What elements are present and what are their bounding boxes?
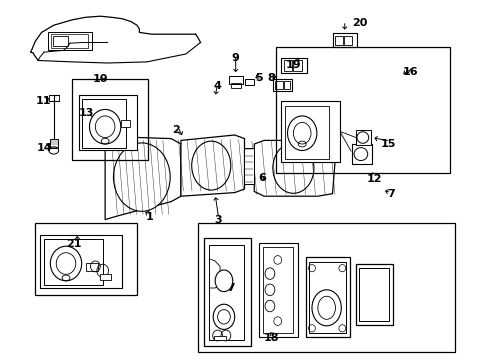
Polygon shape — [105, 137, 181, 220]
Text: 12: 12 — [366, 174, 381, 184]
Polygon shape — [181, 135, 244, 196]
Ellipse shape — [95, 116, 115, 138]
Bar — [284, 106, 328, 159]
Ellipse shape — [272, 143, 313, 193]
Bar — [214, 336, 226, 340]
Text: 7: 7 — [386, 189, 394, 199]
Ellipse shape — [56, 253, 76, 274]
Ellipse shape — [293, 122, 310, 144]
Text: 1: 1 — [145, 212, 153, 222]
Bar — [209, 245, 243, 340]
Bar — [72, 79, 147, 160]
Text: 19: 19 — [285, 60, 301, 70]
Bar — [308, 262, 346, 333]
Text: 14: 14 — [37, 143, 53, 153]
Bar — [355, 264, 392, 325]
Bar — [204, 238, 250, 346]
Text: 21: 21 — [66, 239, 82, 249]
Ellipse shape — [287, 116, 316, 150]
Text: 6: 6 — [258, 173, 266, 183]
Bar — [359, 268, 388, 321]
Ellipse shape — [50, 246, 81, 281]
Bar — [85, 263, 98, 271]
Bar — [283, 81, 290, 89]
Bar — [274, 81, 282, 89]
Bar — [259, 243, 298, 337]
Ellipse shape — [191, 141, 230, 190]
Text: 10: 10 — [92, 74, 108, 84]
Bar — [276, 47, 449, 173]
Text: 20: 20 — [351, 18, 366, 28]
Ellipse shape — [356, 132, 368, 143]
Text: 4: 4 — [213, 81, 221, 91]
Bar — [198, 223, 454, 352]
Bar — [305, 257, 349, 337]
Bar — [281, 58, 306, 73]
Bar — [334, 36, 342, 45]
Bar — [100, 274, 111, 280]
Bar — [230, 83, 240, 88]
Ellipse shape — [311, 290, 341, 326]
Bar — [53, 36, 68, 46]
Bar — [82, 99, 126, 148]
Bar — [283, 60, 292, 71]
Text: 13: 13 — [79, 108, 94, 118]
Text: 18: 18 — [263, 333, 279, 343]
Bar — [50, 139, 58, 148]
Ellipse shape — [215, 270, 232, 292]
Bar — [351, 144, 371, 164]
Ellipse shape — [353, 148, 367, 161]
Bar — [344, 36, 351, 45]
Text: 15: 15 — [380, 139, 396, 149]
Bar — [263, 247, 293, 333]
Bar — [44, 239, 102, 285]
Text: 11: 11 — [35, 96, 51, 106]
Bar — [281, 101, 339, 162]
Bar — [51, 34, 88, 48]
Text: 16: 16 — [402, 67, 418, 77]
Ellipse shape — [113, 143, 170, 211]
Bar — [332, 33, 356, 47]
Bar — [121, 120, 130, 127]
Bar — [244, 148, 254, 184]
Text: 5: 5 — [255, 73, 263, 84]
Polygon shape — [254, 140, 336, 196]
Bar — [272, 79, 292, 91]
Bar — [293, 60, 302, 71]
Ellipse shape — [89, 109, 121, 144]
Bar — [245, 79, 254, 85]
Bar — [35, 223, 137, 295]
Text: 2: 2 — [172, 125, 180, 135]
Bar — [79, 95, 137, 150]
Bar — [228, 76, 242, 84]
Bar — [48, 32, 92, 50]
Text: 17: 17 — [221, 283, 236, 293]
Bar — [40, 235, 122, 288]
Text: 3: 3 — [214, 215, 222, 225]
Text: 8: 8 — [267, 73, 275, 84]
Bar — [355, 130, 370, 145]
Ellipse shape — [213, 304, 234, 329]
Text: 9: 9 — [231, 53, 239, 63]
